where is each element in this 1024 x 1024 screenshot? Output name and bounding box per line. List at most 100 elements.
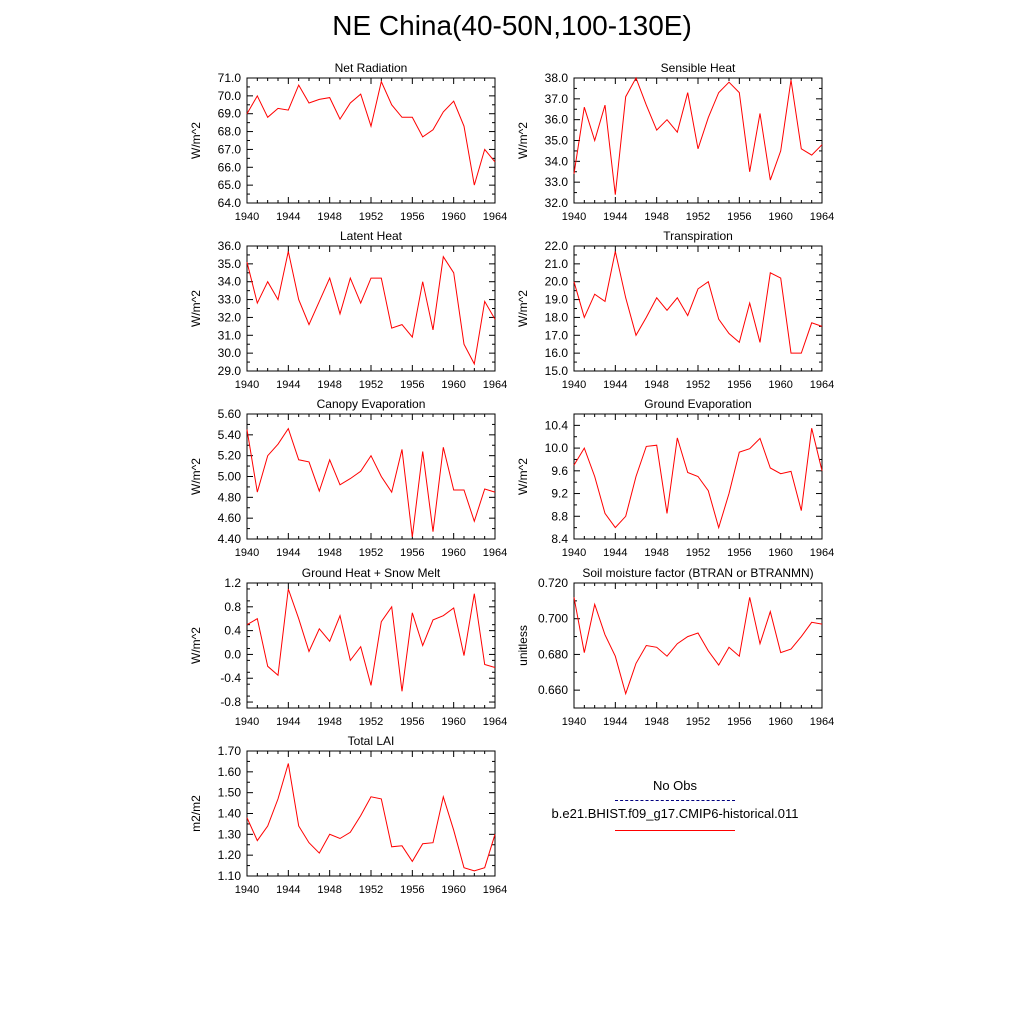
x-tick-label: 1960 <box>441 547 465 559</box>
panel-title: Canopy Evaporation <box>317 397 426 411</box>
x-tick-label: 1940 <box>235 884 259 896</box>
x-tick-label: 1940 <box>562 211 586 223</box>
y-axis-label: unitless <box>516 625 530 666</box>
y-tick-label: 34.0 <box>218 275 242 289</box>
plot-frame <box>246 245 496 372</box>
y-tick-label: 68.0 <box>218 125 242 139</box>
chart-panel: 1940 1944 1948 1952 1956 1960 1964 29.0 30.0 31.0… <box>189 229 507 391</box>
y-tick-label: 16.0 <box>545 346 569 360</box>
x-tick-label: 1964 <box>810 716 834 728</box>
x-tick-label: 1956 <box>400 211 424 223</box>
x-tick-label: 1948 <box>317 379 341 391</box>
chart-panel: 1940 1944 1948 1952 1956 1960 1964 15.0 16.0 17.0… <box>516 229 834 391</box>
panel-title: Ground Evaporation <box>644 397 751 411</box>
y-tick-label: 1.2 <box>224 576 241 590</box>
x-tick-label: 1940 <box>562 379 586 391</box>
x-tick-label: 1956 <box>400 547 424 559</box>
legend-run-label: b.e21.BHIST.f09_g17.CMIP6-historical.011 <box>551 806 799 821</box>
x-tick-label: 1960 <box>441 716 465 728</box>
x-tick-label: 1948 <box>644 547 668 559</box>
x-tick-label: 1960 <box>441 884 465 896</box>
y-axis-label: W/m^2 <box>189 122 203 159</box>
y-tick-label: 9.2 <box>551 487 568 501</box>
y-tick-label: 33.0 <box>545 175 569 189</box>
plot-frame <box>246 413 496 540</box>
y-tick-label: 5.60 <box>218 407 242 421</box>
x-tick-label: 1940 <box>562 716 586 728</box>
x-tick-label: 1944 <box>603 716 627 728</box>
x-tick-label: 1952 <box>359 716 383 728</box>
y-tick-label: 18.0 <box>545 310 569 324</box>
series-line <box>246 80 496 186</box>
chart-panel: 1940 1944 1948 1952 1956 1960 1964 -0.8 -0.4 0.0 0… <box>189 566 507 728</box>
panel-title: Sensible Heat <box>661 61 736 75</box>
series-line <box>573 251 823 354</box>
x-tick-label: 1944 <box>276 547 300 559</box>
y-axis-label: W/m^2 <box>189 458 203 495</box>
chart-panel: 1940 1944 1948 1952 1956 1960 1964 0.660 0.680 0.… <box>516 566 834 728</box>
legend-obs-line <box>615 800 735 801</box>
y-tick-label: 0.680 <box>538 647 568 661</box>
y-tick-label: 21.0 <box>545 257 569 271</box>
plot-frame <box>573 77 823 204</box>
x-tick-label: 1952 <box>686 547 710 559</box>
y-tick-label: 32.0 <box>218 310 242 324</box>
y-tick-label: 1.40 <box>218 807 242 821</box>
y-tick-label: 67.0 <box>218 142 242 156</box>
y-tick-label: 20.0 <box>545 275 569 289</box>
x-tick-label: 1944 <box>603 379 627 391</box>
series-line <box>246 427 496 537</box>
y-tick-label: 1.30 <box>218 827 242 841</box>
panel-title: Ground Heat + Snow Melt <box>302 566 441 580</box>
plot-frame <box>246 582 496 709</box>
x-tick-label: 1956 <box>727 379 751 391</box>
x-tick-label: 1964 <box>810 547 834 559</box>
panel-title: Net Radiation <box>335 61 408 75</box>
series-line <box>246 763 496 872</box>
y-axis-label: W/m^2 <box>516 458 530 495</box>
x-tick-label: 1948 <box>644 716 668 728</box>
x-tick-label: 1952 <box>686 716 710 728</box>
y-tick-label: 8.8 <box>551 509 568 523</box>
x-tick-label: 1964 <box>483 716 507 728</box>
y-tick-label: 0.0 <box>224 647 241 661</box>
y-tick-label: 17.0 <box>545 328 569 342</box>
y-tick-label: 1.70 <box>218 744 242 758</box>
x-tick-label: 1960 <box>441 211 465 223</box>
page-title: NE China(40-50N,100-130E) <box>332 10 692 41</box>
legend-obs-label: No Obs <box>652 778 698 793</box>
y-tick-label: 29.0 <box>218 364 242 378</box>
panel-title: Soil moisture factor (BTRAN or BTRANMN) <box>582 566 813 580</box>
chart-panel: 1940 1944 1948 1952 1956 1960 1964 64.0 65.0 66.0… <box>189 61 507 223</box>
y-tick-label: 0.8 <box>224 600 241 614</box>
y-tick-label: -0.4 <box>220 671 241 685</box>
panel-title: Total LAI <box>348 734 395 748</box>
y-tick-label: 69.0 <box>218 107 242 121</box>
x-tick-label: 1940 <box>235 547 259 559</box>
x-tick-label: 1944 <box>603 211 627 223</box>
x-tick-label: 1940 <box>562 547 586 559</box>
chart-panel: 1940 1944 1948 1952 1956 1960 1964 4.40 4.60 4.80… <box>189 397 507 559</box>
y-tick-label: 8.4 <box>551 532 568 546</box>
y-tick-label: 0.700 <box>538 612 568 626</box>
y-tick-label: 36.0 <box>545 113 569 127</box>
y-tick-label: 33.0 <box>218 293 242 307</box>
x-tick-label: 1944 <box>276 884 300 896</box>
y-tick-label: -0.8 <box>220 695 241 709</box>
x-tick-label: 1964 <box>483 884 507 896</box>
x-tick-label: 1956 <box>727 547 751 559</box>
y-tick-label: 35.0 <box>545 134 569 148</box>
y-tick-label: 4.40 <box>218 532 242 546</box>
y-tick-label: 34.0 <box>545 154 569 168</box>
y-tick-label: 71.0 <box>218 71 242 85</box>
y-tick-label: 64.0 <box>218 196 242 210</box>
y-tick-label: 5.40 <box>218 428 242 442</box>
y-tick-label: 65.0 <box>218 178 242 192</box>
x-tick-label: 1956 <box>400 716 424 728</box>
y-tick-label: 36.0 <box>218 239 242 253</box>
x-tick-label: 1960 <box>768 547 792 559</box>
plot-frame <box>573 582 823 709</box>
y-tick-label: 32.0 <box>545 196 569 210</box>
y-tick-label: 0.660 <box>538 683 568 697</box>
legend-run-line <box>615 830 735 831</box>
